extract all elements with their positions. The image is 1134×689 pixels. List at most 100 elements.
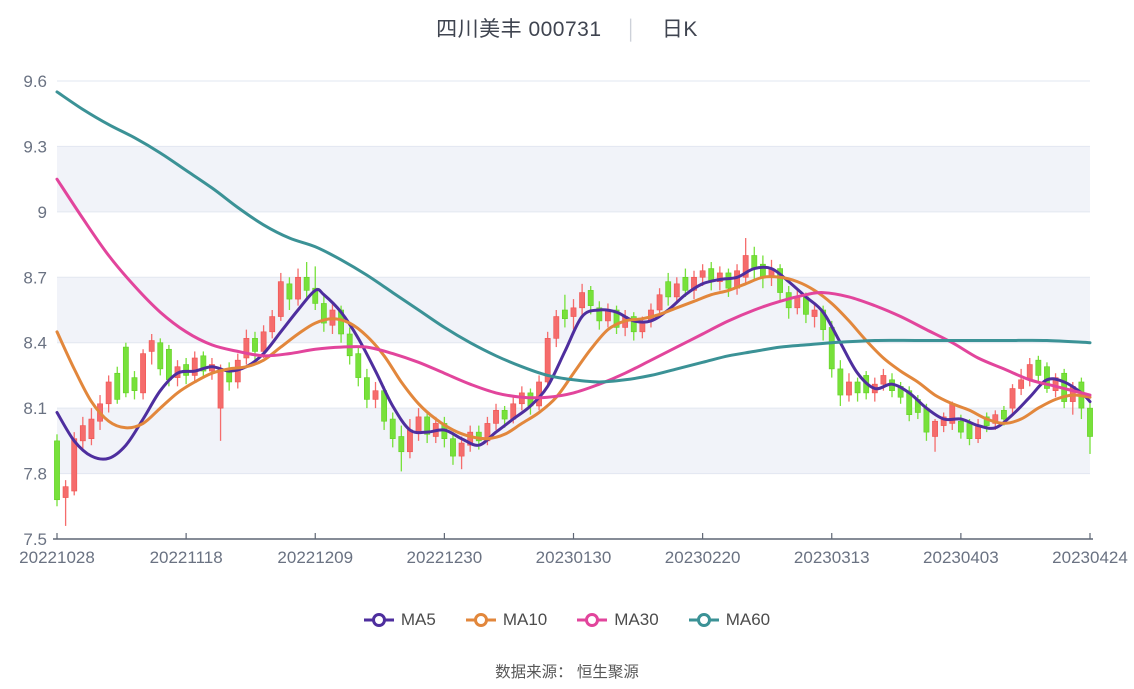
candle-body xyxy=(553,316,560,339)
candle-body xyxy=(699,270,706,278)
candle-body xyxy=(613,309,620,328)
grid-band xyxy=(57,146,1090,212)
candle-body xyxy=(450,438,456,457)
candle-body xyxy=(596,307,603,322)
candle-body xyxy=(363,377,370,400)
candle-body xyxy=(269,316,276,333)
legend-item-ma5[interactable]: MA5 xyxy=(363,610,436,630)
ma30-legend-marker-icon xyxy=(577,613,608,627)
y-tick-label: 7.8 xyxy=(23,465,47,484)
candle-body xyxy=(200,355,207,372)
ma60-legend-marker-icon xyxy=(688,613,719,627)
candle-body xyxy=(398,436,405,453)
candle-body xyxy=(777,268,783,293)
candle-body xyxy=(303,276,310,291)
candle-body xyxy=(561,309,568,320)
candle-body xyxy=(940,416,947,426)
candle-body xyxy=(131,377,138,391)
candle-body xyxy=(1035,359,1042,376)
chart-title: 四川美丰 000731 │ 日K xyxy=(0,13,1134,43)
ma10-line xyxy=(55,275,1092,441)
candle-body xyxy=(579,292,586,309)
x-tick-label: 20230403 xyxy=(923,548,999,567)
ma10-legend-marker-icon xyxy=(465,613,496,627)
candle-body xyxy=(716,272,723,282)
candle-body xyxy=(493,410,499,424)
candle-body xyxy=(1087,407,1093,437)
candle-body xyxy=(415,416,422,433)
candle-body xyxy=(166,348,172,381)
candle-body xyxy=(140,353,146,394)
candle-body xyxy=(54,440,60,501)
candle-body xyxy=(656,294,663,311)
candle-body xyxy=(932,420,938,437)
x-axis: 20221028 20221118 20221209 20221230 20230130… xyxy=(19,533,1128,567)
candle-body xyxy=(79,425,86,442)
candle-body xyxy=(122,346,129,394)
x-tick-label: 20230220 xyxy=(665,548,741,567)
x-tick-label: 20230313 xyxy=(794,548,870,567)
candle-body xyxy=(570,307,577,317)
candles-layer xyxy=(54,238,1093,526)
x-tick-label: 20221118 xyxy=(150,548,223,567)
y-tick-label: 9.6 xyxy=(23,72,47,91)
legend-label-ma60: MA60 xyxy=(725,610,771,629)
candle-body xyxy=(846,381,852,396)
candle-body xyxy=(217,368,224,409)
candle-body xyxy=(501,410,508,420)
candle-body xyxy=(630,316,637,333)
candle-body xyxy=(114,372,121,400)
candle-body xyxy=(1009,388,1016,409)
stock-name-and-code: 四川美丰 000731 xyxy=(436,18,602,41)
x-tick-label: 20230424 xyxy=(1052,548,1128,567)
legend-item-ma60[interactable]: MA60 xyxy=(688,610,771,630)
y-tick-label: 8.1 xyxy=(23,399,47,418)
candle-body xyxy=(587,290,594,306)
candle-body xyxy=(105,381,112,405)
legend-item-ma30[interactable]: MA30 xyxy=(577,610,659,630)
y-tick-label: 8.4 xyxy=(23,334,47,353)
candle-body xyxy=(372,390,379,400)
chart-legend: MA5 MA10 MA30 MA60 xyxy=(0,610,1134,630)
candle-body xyxy=(389,418,396,439)
candle-body xyxy=(191,357,198,376)
x-tick-label: 20230130 xyxy=(536,548,612,567)
candle-body xyxy=(355,353,362,378)
legend-label-ma5: MA5 xyxy=(400,610,436,629)
candle-body xyxy=(673,283,680,298)
candle-body xyxy=(880,375,887,385)
candle-body xyxy=(544,338,551,383)
candle-body xyxy=(407,429,413,453)
y-tick-label: 9 xyxy=(38,203,47,222)
title-separator: │ xyxy=(625,20,638,41)
period-label: 日K xyxy=(661,18,698,41)
x-tick-label: 20221230 xyxy=(407,548,483,567)
candle-body xyxy=(286,283,293,300)
candle-body xyxy=(467,431,474,446)
candle-body xyxy=(62,486,69,498)
candle-body xyxy=(424,416,431,435)
candle-body xyxy=(725,272,732,289)
candle-body xyxy=(157,342,164,370)
candle-body xyxy=(71,438,78,492)
candle-body xyxy=(665,281,672,298)
candle-body xyxy=(1001,410,1007,420)
candle-body xyxy=(88,418,95,439)
candle-body xyxy=(906,390,913,415)
y-tick-label: 7.5 xyxy=(23,530,47,549)
legend-item-ma10[interactable]: MA10 xyxy=(465,610,548,630)
candle-body xyxy=(252,338,258,352)
candle-body xyxy=(751,255,758,269)
candle-body xyxy=(923,407,930,433)
candle-body xyxy=(854,381,861,394)
legend-label-ma10: MA10 xyxy=(502,610,548,629)
candle-body xyxy=(312,287,319,304)
candle-body xyxy=(682,276,689,291)
candle-body xyxy=(742,255,749,278)
legend-label-ma30: MA30 xyxy=(614,610,659,629)
y-tick-label: 8.7 xyxy=(23,268,47,287)
candle-body xyxy=(1018,379,1025,389)
candle-body xyxy=(837,368,844,396)
ma5-line xyxy=(55,265,1092,461)
